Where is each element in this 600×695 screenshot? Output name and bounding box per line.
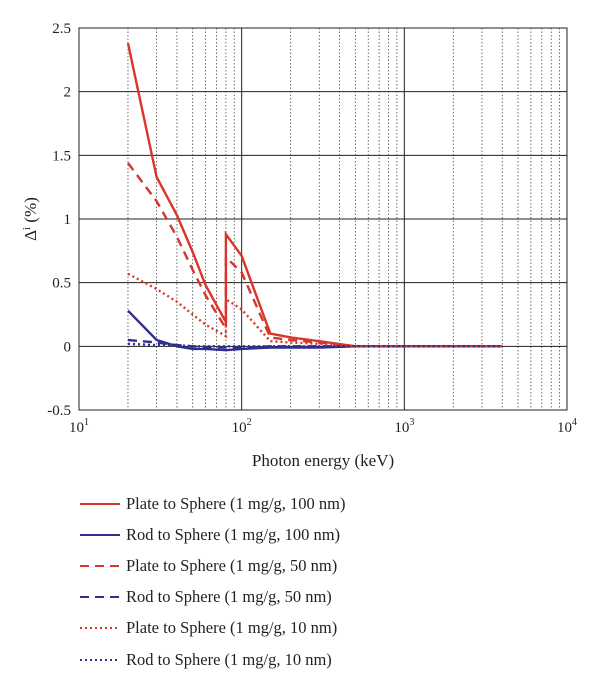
legend-swatch: [80, 596, 120, 599]
legend-swatch: [80, 533, 120, 536]
legend-label: Rod to Sphere (1 mg/g, 100 nm): [126, 524, 341, 544]
legend-label: Plate to Sphere (1 mg/g, 10 nm): [126, 618, 338, 638]
chart: 2.521.510.50-0.5 101 102 103 104 Photon ene…: [21, 21, 577, 470]
y-tick-label: 2: [64, 85, 72, 101]
x-tick-base: 10: [394, 420, 409, 436]
legend-swatch: [80, 658, 120, 661]
legend-item: Plate to Sphere (1 mg/g, 100 nm): [78, 488, 558, 519]
y-axis-title-unit: (%): [21, 197, 40, 227]
legend-item: Rod to Sphere (1 mg/g, 10 nm): [78, 644, 558, 675]
y-tick-label: 2.5: [52, 21, 71, 37]
plot-frame: [78, 27, 568, 411]
y-tick-labels: 2.5 2 1.5 1 0.5 0 -0.5: [47, 21, 71, 419]
x-axis-title: Photon energy (keV): [252, 451, 394, 470]
legend-swatch: [80, 502, 120, 505]
y-tick-label: 0: [64, 339, 72, 355]
series-line: [127, 342, 503, 348]
legend-label: Rod to Sphere (1 mg/g, 10 nm): [126, 649, 332, 669]
y-tick-label: 0.5: [52, 276, 71, 292]
legend-item: Plate to Sphere (1 mg/g, 50 nm): [78, 550, 558, 581]
x-tick-label: 103: [394, 417, 414, 436]
x-tick-label: 104: [557, 417, 577, 436]
legend-swatch: [80, 564, 120, 567]
x-tick-label: 102: [232, 417, 252, 436]
x-tick-exponent: 1: [84, 417, 89, 428]
x-tick-base: 10: [557, 420, 572, 436]
series-line: [127, 272, 503, 348]
legend-label: Plate to Sphere (1 mg/g, 50 nm): [126, 555, 338, 575]
x-tick-exponent: 2: [247, 417, 252, 428]
x-tick-exponent: 4: [572, 417, 577, 428]
y-tick-label: -0.5: [47, 403, 71, 419]
y-tick-label: 1: [64, 212, 72, 228]
legend-item: Plate to Sphere (1 mg/g, 10 nm): [78, 613, 558, 644]
grid: [78, 27, 568, 411]
y-tick-label: 1.5: [52, 148, 71, 164]
x-tick-labels: 101 102 103 104: [69, 417, 577, 436]
series-line: [126, 43, 503, 348]
series-line: [127, 309, 503, 352]
legend-swatch: [80, 627, 120, 630]
y-axis-title: Δi (%): [21, 197, 40, 241]
x-tick-exponent: 3: [409, 417, 414, 428]
x-tick-base: 10: [69, 420, 84, 436]
y-axis-title-superscript: i: [21, 227, 33, 230]
legend-item: Rod to Sphere (1 mg/g, 100 nm): [78, 519, 558, 550]
y-axis-title-symbol: Δ: [21, 230, 40, 241]
x-tick-label: 101: [69, 417, 89, 436]
legend-label: Plate to Sphere (1 mg/g, 100 nm): [126, 493, 346, 513]
legend-label: Rod to Sphere (1 mg/g, 50 nm): [126, 587, 332, 607]
legend-item: Rod to Sphere (1 mg/g, 50 nm): [78, 582, 558, 613]
series-lines: [126, 43, 503, 352]
x-tick-base: 10: [232, 420, 247, 436]
legend: Plate to Sphere (1 mg/g, 100 nm) Rod to …: [78, 488, 558, 675]
series-line: [127, 162, 503, 348]
